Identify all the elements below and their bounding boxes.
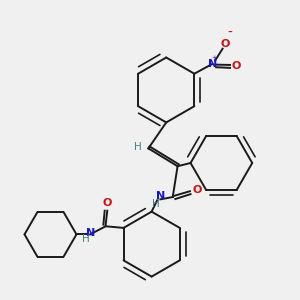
Text: H: H [82, 234, 90, 244]
Text: +: + [211, 55, 217, 61]
Text: -: - [228, 26, 232, 40]
Text: H: H [152, 199, 160, 209]
Text: N: N [208, 59, 217, 69]
Text: N: N [156, 191, 166, 201]
Text: H: H [134, 142, 142, 152]
Text: O: O [102, 198, 112, 208]
Text: O: O [220, 38, 230, 49]
Text: O: O [232, 61, 241, 70]
Text: O: O [192, 185, 202, 195]
Text: N: N [86, 228, 95, 238]
